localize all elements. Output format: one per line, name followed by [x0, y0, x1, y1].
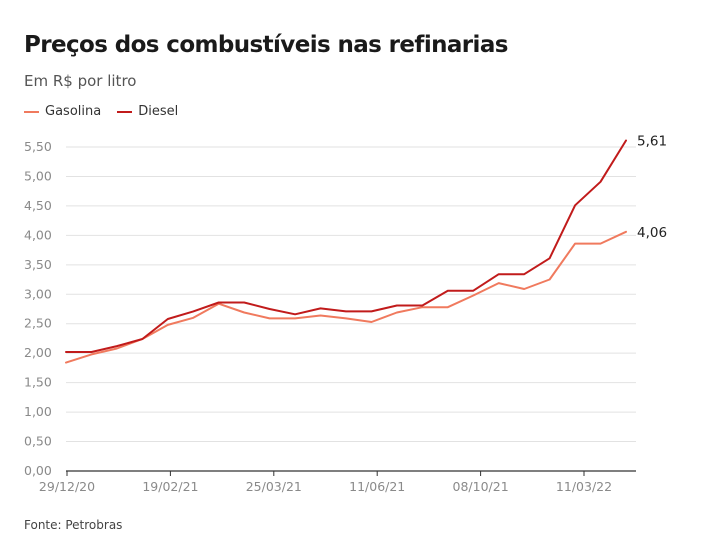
series-line-diesel — [65, 139, 627, 353]
x-tick-label: 25/03/21 — [246, 479, 302, 494]
series-line-gasolina — [65, 230, 627, 364]
legend-label-gasolina: Gasolina — [45, 104, 102, 119]
x-tick-label: 08/10/21 — [453, 479, 509, 494]
end-label-diesel: 5,61 — [637, 134, 667, 150]
y-tick-label: 5,00 — [24, 168, 52, 183]
x-tick-label: 29/12/20 — [39, 479, 95, 494]
legend-item-diesel: Diesel — [117, 104, 178, 119]
y-tick-label: 1,50 — [24, 375, 52, 390]
legend: Gasolina Diesel — [24, 104, 194, 119]
chart-title: Preços dos combustíveis nas refinarias — [24, 32, 508, 58]
y-tick-label: 4,50 — [24, 198, 52, 213]
y-tick-label: 0,50 — [24, 434, 52, 449]
x-tick-label: 19/02/21 — [142, 479, 198, 494]
y-tick-label: 0,00 — [24, 463, 52, 478]
y-tick-label: 3,50 — [24, 257, 52, 272]
x-tick-label: 11/03/22 — [556, 479, 612, 494]
source-note: Fonte: Petrobras — [24, 518, 123, 532]
legend-swatch-gasolina — [24, 110, 39, 113]
x-tick-label: 11/06/21 — [349, 479, 405, 494]
y-tick-label: 2,50 — [24, 316, 52, 331]
legend-item-gasolina: Gasolina — [24, 104, 101, 119]
y-tick-label: 4,00 — [24, 227, 52, 242]
legend-swatch-diesel — [117, 110, 133, 113]
y-tick-label: 1,00 — [24, 404, 52, 419]
end-label-gasolina: 4,06 — [637, 225, 667, 241]
y-tick-label: 2,00 — [24, 345, 52, 360]
chart-subtitle: Em R$ por litro — [24, 72, 137, 90]
y-tick-label: 3,00 — [24, 286, 52, 301]
legend-label-diesel: Diesel — [138, 104, 179, 119]
y-tick-label: 5,50 — [24, 139, 52, 154]
